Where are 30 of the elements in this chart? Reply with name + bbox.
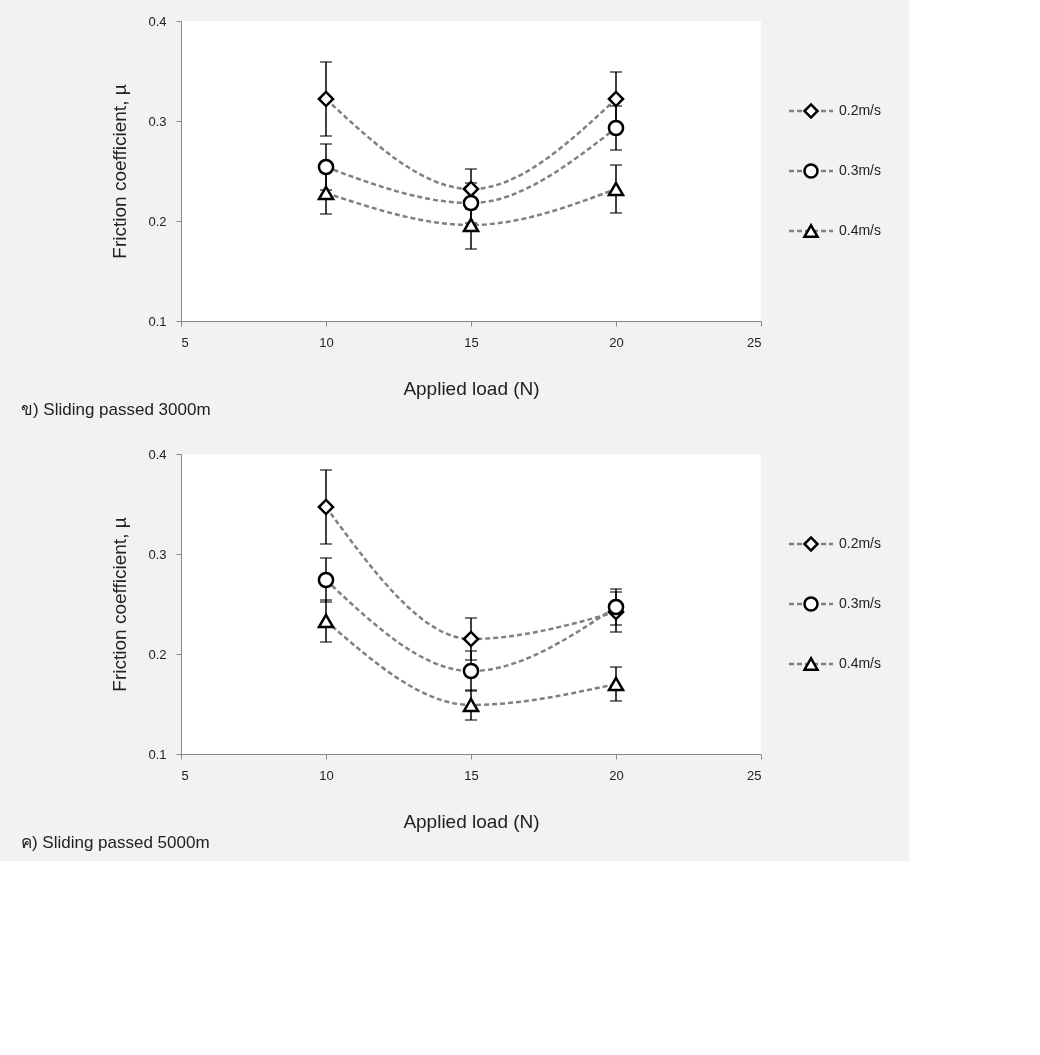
legend-label: 0.3m/s (839, 162, 882, 178)
legend-label: 0.2m/s (839, 102, 882, 118)
y-tick-label: 0.3 (148, 546, 167, 562)
text: ข) Sliding passed 3000m (20, 400, 211, 419)
x-tick-label: 25 (747, 767, 762, 783)
y-tick-label: 0.4 (148, 446, 167, 462)
x-axis-title: Applied load (N) (403, 377, 540, 399)
y-axis-title: Friction coefficient, µ (109, 84, 131, 259)
text: ค) Sliding passed 5000m (20, 833, 210, 852)
x-tick-label: 20 (609, 334, 624, 350)
x-tick-label: 5 (181, 767, 189, 783)
y-tick-label: 0.4 (148, 13, 167, 29)
x-tick-label: 25 (747, 334, 762, 350)
legend-label: 0.4m/s (839, 222, 882, 238)
y-axis-title: Friction coefficient, µ (109, 517, 131, 692)
legend-label: 0.2m/s (839, 535, 882, 551)
y-tick-label: 0.3 (148, 113, 167, 129)
x-tick-label: 10 (319, 334, 334, 350)
x-tick-label: 20 (609, 767, 624, 783)
x-tick-label: 5 (181, 334, 189, 350)
y-tick-label: 0.1 (148, 313, 167, 329)
x-tick-label: 15 (464, 767, 479, 783)
x-tick-label: 15 (464, 334, 479, 350)
y-tick-label: 0.2 (148, 213, 167, 229)
legend-label: 0.4m/s (839, 655, 882, 671)
y-tick-label: 0.2 (148, 646, 167, 662)
y-tick-label: 0.1 (148, 746, 167, 762)
legend-label: 0.3m/s (839, 595, 882, 611)
x-axis-title: Applied load (N) (403, 810, 540, 832)
x-tick-label: 10 (319, 767, 334, 783)
